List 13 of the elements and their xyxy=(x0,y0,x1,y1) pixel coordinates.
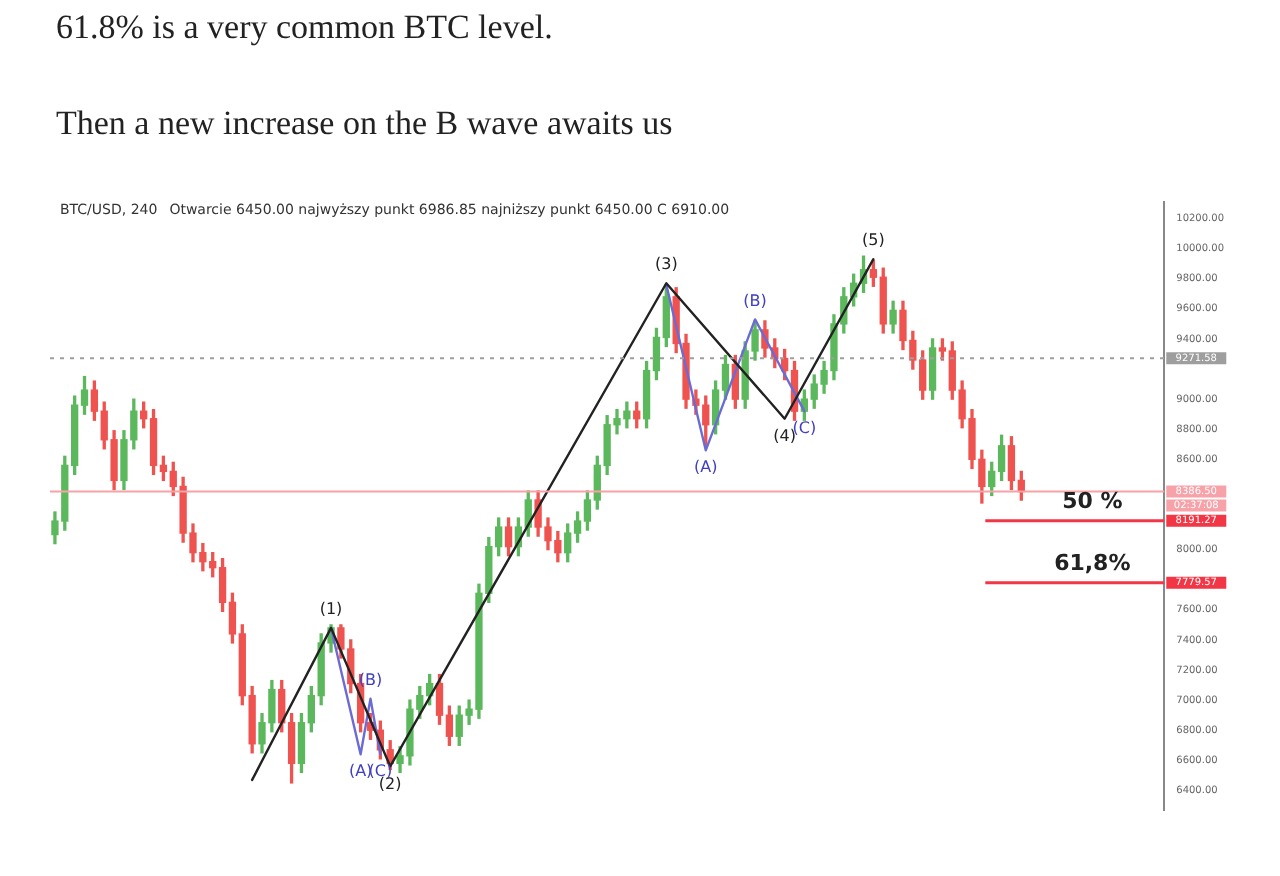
annotation: (1) xyxy=(319,600,343,619)
annotation: (A) xyxy=(694,458,718,477)
chart-subtitle: Then a new increase on the B wave awaits us xyxy=(56,104,673,144)
annotation: (5) xyxy=(862,231,885,250)
chart-title: 61.8% is a very common BTC level. xyxy=(56,8,553,48)
annotation: (4) xyxy=(773,426,796,445)
annotation: (3) xyxy=(654,255,678,274)
annotation: 50 % xyxy=(1062,487,1123,514)
annotation: 61,8% xyxy=(1054,549,1131,576)
annotation: (A) xyxy=(348,762,373,781)
annotation: (C) xyxy=(792,419,817,438)
annotation: (B) xyxy=(743,291,767,310)
annotation: (2) xyxy=(378,774,402,793)
